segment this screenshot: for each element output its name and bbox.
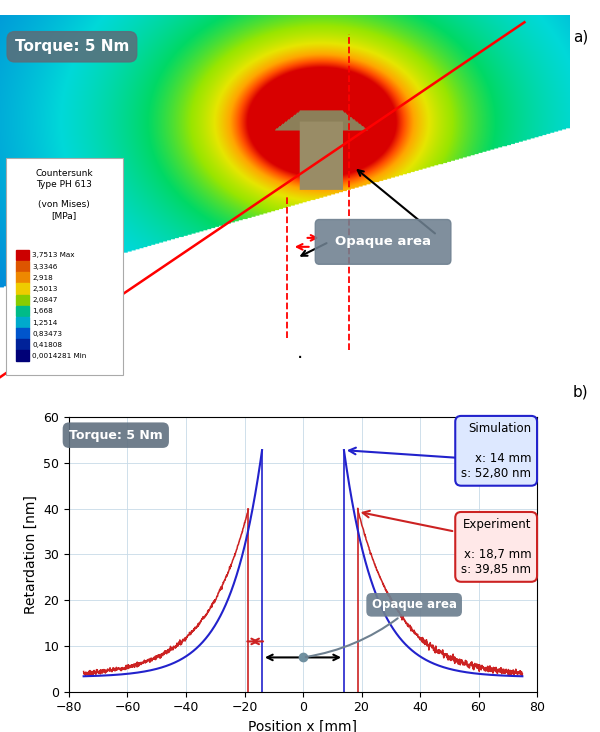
- Text: 2,0847: 2,0847: [32, 297, 58, 303]
- Text: ·: ·: [297, 349, 303, 367]
- Text: 0,83473: 0,83473: [32, 331, 62, 337]
- Text: Torque: 5 Nm: Torque: 5 Nm: [69, 429, 163, 441]
- Bar: [16, 294, 29, 305]
- Y-axis label: Retardation [nm]: Retardation [nm]: [24, 495, 38, 614]
- Bar: [16, 317, 29, 327]
- X-axis label: Position x [mm]: Position x [mm]: [248, 720, 358, 732]
- Bar: [16, 250, 29, 261]
- Bar: [16, 351, 29, 361]
- Text: Opaque area: Opaque area: [335, 236, 431, 248]
- Text: Torque: 5 Nm: Torque: 5 Nm: [15, 40, 129, 54]
- Text: 1,2514: 1,2514: [32, 319, 58, 326]
- Bar: [16, 328, 29, 339]
- FancyBboxPatch shape: [315, 220, 451, 264]
- Text: 3,3346: 3,3346: [32, 264, 58, 269]
- Text: 2,5013: 2,5013: [32, 286, 58, 292]
- Text: 2,918: 2,918: [32, 274, 53, 281]
- Bar: [16, 272, 29, 283]
- Text: a): a): [573, 29, 588, 44]
- Bar: [16, 306, 29, 316]
- Bar: [16, 283, 29, 294]
- Text: Opaque area: Opaque area: [306, 598, 457, 657]
- FancyBboxPatch shape: [6, 158, 123, 375]
- Text: Countersunk
Type PH 613

(von Mises)
[MPa]: Countersunk Type PH 613 (von Mises) [MPa…: [35, 169, 92, 220]
- Text: Simulation

x: 14 mm
s: 52,80 nm: Simulation x: 14 mm s: 52,80 nm: [461, 422, 531, 479]
- Text: Experiment

x: 18,7 mm
s: 39,85 nm: Experiment x: 18,7 mm s: 39,85 nm: [461, 518, 531, 576]
- Bar: [16, 340, 29, 350]
- Text: b): b): [573, 384, 589, 399]
- Text: 0,41808: 0,41808: [32, 342, 62, 348]
- Text: 3,7513 Max: 3,7513 Max: [32, 253, 75, 258]
- Text: 1,668: 1,668: [32, 308, 53, 314]
- Bar: [16, 261, 29, 272]
- Text: 0,0014281 Min: 0,0014281 Min: [32, 353, 86, 359]
